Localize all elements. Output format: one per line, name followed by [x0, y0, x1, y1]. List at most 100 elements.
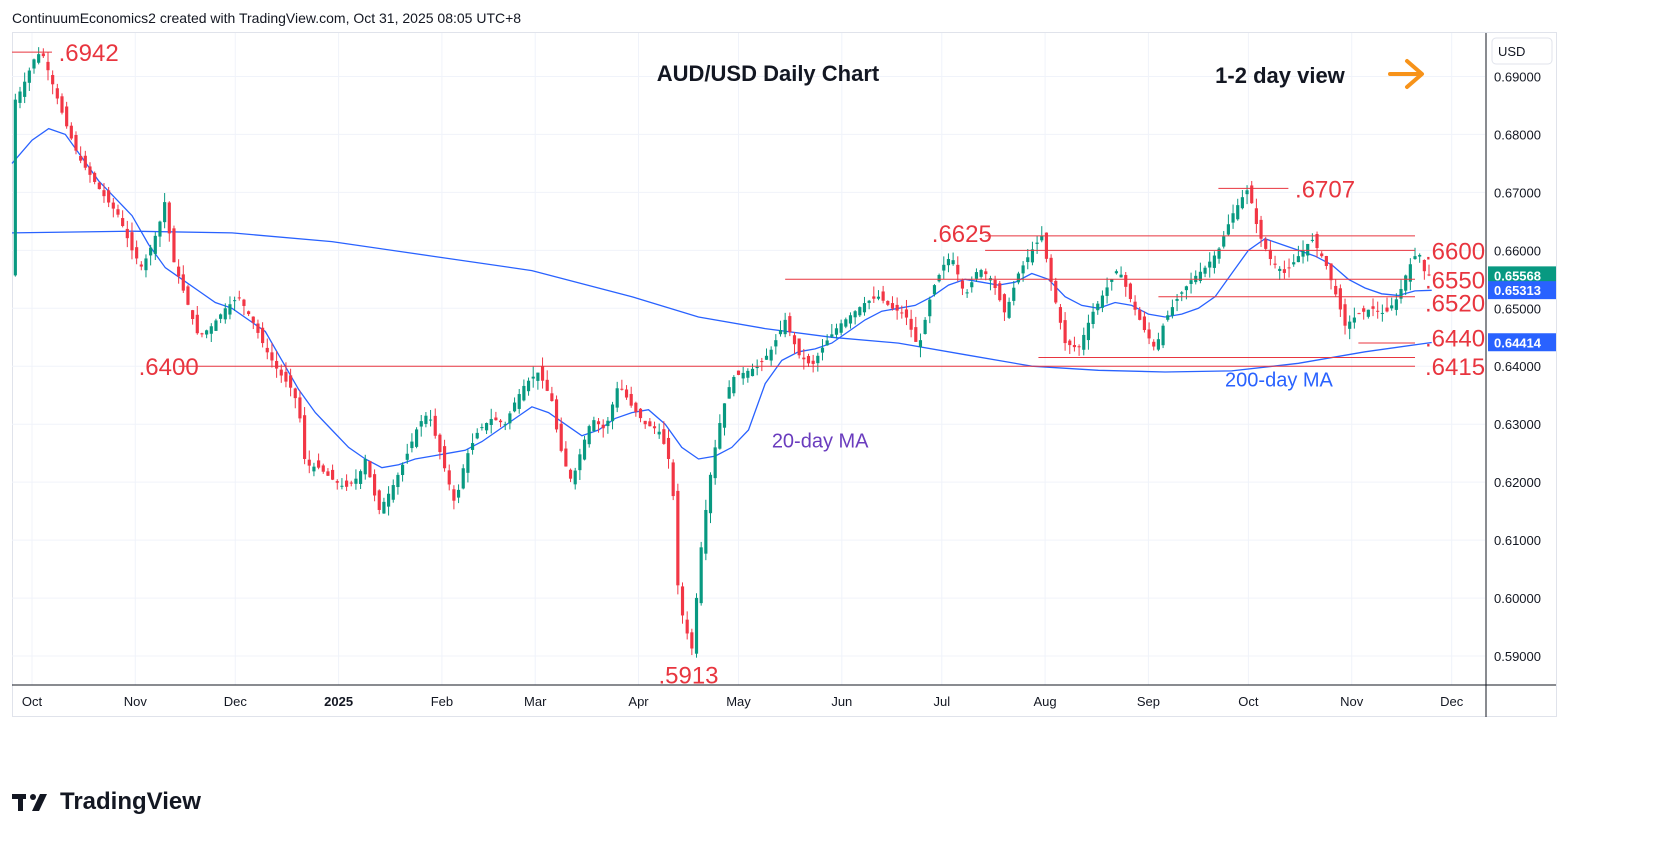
candle-body: [158, 221, 162, 237]
x-tick-label: Oct: [1238, 694, 1259, 709]
candle-body: [359, 471, 363, 484]
candle-body: [177, 266, 181, 277]
candle-body: [1394, 299, 1398, 310]
candle-body: [1334, 285, 1338, 295]
x-tick-label: Oct: [22, 694, 43, 709]
candle-body: [634, 402, 638, 413]
candle-body: [102, 190, 106, 197]
candle-body: [247, 311, 251, 315]
candle-body: [331, 469, 335, 480]
candle-body: [261, 327, 265, 344]
candle-body: [825, 340, 829, 346]
candle-body: [680, 586, 685, 616]
candle-body: [732, 376, 736, 394]
candle-body: [1068, 340, 1072, 346]
candle-body: [1096, 303, 1100, 311]
candle-body: [1273, 263, 1277, 265]
candle-body: [135, 247, 139, 259]
x-tick-label: Nov: [124, 694, 148, 709]
candle-body: [121, 218, 125, 226]
candle-body: [1203, 267, 1207, 274]
candle-body: [993, 279, 997, 289]
level-label: .6707: [1295, 176, 1355, 203]
candle-body: [918, 340, 923, 348]
candle-body: [396, 474, 400, 488]
candle-body: [704, 509, 708, 554]
price-badge-label: 0.65568: [1494, 268, 1541, 283]
y-tick-label: 0.61000: [1494, 533, 1541, 548]
candle-body: [470, 443, 475, 450]
tradingview-logo[interactable]: TradingView: [12, 788, 201, 816]
candle-body: [51, 75, 55, 85]
y-tick-label: 0.67000: [1494, 185, 1541, 200]
candle-body: [769, 349, 773, 361]
candle-body: [615, 388, 619, 408]
level-label: .6625: [932, 221, 992, 248]
candle-body: [554, 399, 559, 430]
candle-body: [60, 96, 64, 113]
y-tick-label: 0.60000: [1494, 591, 1541, 606]
candle-body: [205, 330, 209, 335]
candle-body: [1329, 263, 1333, 281]
candle-body: [256, 323, 260, 333]
candle-body: [293, 388, 297, 399]
candle-body: [718, 423, 722, 449]
candle-body: [233, 300, 237, 302]
candle-body: [652, 426, 657, 429]
candle-body: [130, 232, 134, 251]
candle-body: [419, 421, 423, 427]
candle-body: [1254, 208, 1258, 225]
candle-body: [1049, 257, 1053, 282]
candle-body: [74, 135, 78, 151]
candle-body: [340, 485, 344, 487]
candle-body: [592, 420, 596, 432]
candle-body: [46, 61, 50, 71]
candle-body: [881, 291, 885, 301]
candle-body: [284, 371, 288, 382]
candle-body: [690, 632, 694, 649]
price-badge-label: 0.65313: [1494, 283, 1541, 298]
candle-body: [904, 309, 909, 318]
candle-body: [275, 360, 279, 369]
candle-body: [172, 228, 176, 263]
candle-body: [410, 441, 414, 449]
candle-body: [512, 402, 517, 412]
candle-body: [886, 300, 890, 305]
candle-body: [163, 202, 167, 223]
candle-body: [13, 99, 17, 276]
candle-body: [1119, 274, 1123, 278]
candle-body: [666, 437, 671, 459]
candle-body: [456, 489, 461, 498]
candle-body: [741, 372, 745, 379]
candle-body: [1142, 316, 1146, 331]
candle-body: [223, 308, 227, 320]
x-tick-label: Aug: [1034, 694, 1057, 709]
candle-body: [1091, 311, 1095, 325]
candle-body: [1170, 307, 1174, 316]
candle-body: [1245, 190, 1249, 195]
candle-body: [428, 419, 433, 421]
candle-body: [317, 460, 321, 468]
candle-body: [606, 420, 610, 427]
x-tick-label: Nov: [1340, 694, 1364, 709]
candle-body: [750, 368, 755, 377]
candle-body: [862, 303, 867, 313]
candle-body: [923, 319, 927, 334]
candle-body: [755, 366, 759, 369]
price-badge: [1488, 266, 1556, 285]
level-label: .6550: [1425, 267, 1485, 294]
candle-body: [1338, 288, 1342, 310]
candle-body: [153, 235, 157, 254]
candle-body: [587, 426, 591, 445]
candle-body: [746, 370, 750, 378]
candle-body: [228, 304, 232, 315]
candle-body: [1147, 329, 1151, 339]
x-tick-label: 2025: [324, 694, 353, 709]
candle-body: [480, 427, 484, 429]
candle-body: [573, 470, 577, 485]
candle-body: [307, 459, 311, 466]
y-tick-label: 0.65000: [1494, 301, 1541, 316]
candle-body: [984, 271, 988, 275]
candle-body: [326, 471, 330, 476]
candle-body: [1376, 310, 1380, 312]
